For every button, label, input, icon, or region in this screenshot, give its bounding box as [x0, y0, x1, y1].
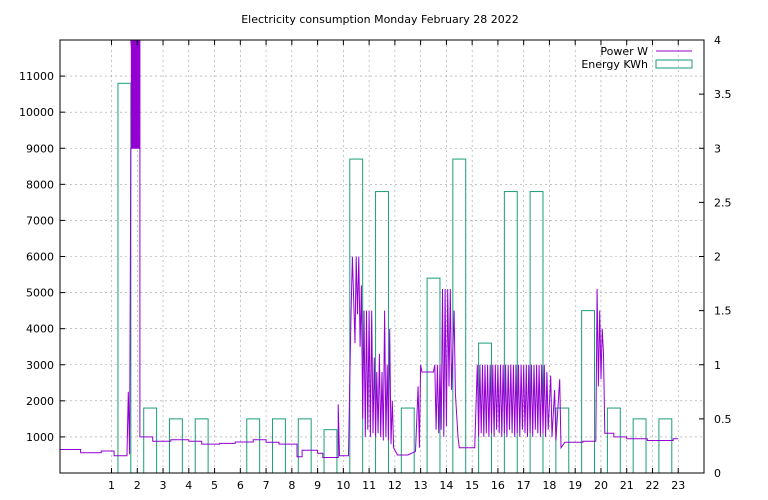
legend: Power W Energy KWh [581, 45, 693, 71]
y-right-tick-label: 0 [714, 467, 721, 480]
y-left-tick-label: 1000 [26, 431, 54, 444]
y-left-tick-label: 8000 [26, 178, 54, 191]
y-left-tick-label: 10000 [19, 106, 54, 119]
x-tick-label: 7 [263, 479, 270, 492]
grid-lines [60, 40, 704, 473]
y-right-tick-label: 2 [714, 251, 721, 264]
y-left-tick-label: 7000 [26, 214, 54, 227]
legend-energy-label: Energy KWh [581, 58, 648, 71]
x-tick-label: 13 [414, 479, 428, 492]
y-left-tick-label: 4000 [26, 323, 54, 336]
x-tick-label: 11 [362, 479, 376, 492]
x-tick-label: 22 [645, 479, 659, 492]
x-tick-label: 19 [568, 479, 582, 492]
x-tick-label: 14 [439, 479, 453, 492]
x-tick-label: 9 [314, 479, 321, 492]
y-right-tick-label: 3.5 [714, 88, 732, 101]
y-right-tick-label: 0.5 [714, 413, 732, 426]
legend-power-label: Power W [600, 45, 648, 58]
x-tick-label: 12 [388, 479, 402, 492]
y-axis-left: 1000 2000 3000 4000 5000 6000 7000 8000 9000 1000… [19, 70, 65, 444]
y-left-tick-label: 3000 [26, 359, 54, 372]
x-tick-label: 20 [594, 479, 608, 492]
x-tick-label: 5 [211, 479, 218, 492]
legend-energy-swatch [655, 59, 693, 69]
x-tick-label: 18 [542, 479, 556, 492]
power-line [60, 39, 679, 458]
y-right-tick-label: 1.5 [714, 305, 732, 318]
y-left-tick-label: 9000 [26, 142, 54, 155]
x-tick-label: 1 [108, 479, 115, 492]
y-right-tick-label: 4 [714, 34, 721, 47]
y-left-tick-label: 5000 [26, 287, 54, 300]
x-tick-label: 10 [336, 479, 350, 492]
x-tick-label: 4 [185, 479, 192, 492]
x-axis: 1 2 3 4 5 6 7 8 9 10 11 12 13 14 15 16 17 18 19 20 21 22 23 [108, 40, 685, 492]
x-tick-label: 6 [237, 479, 244, 492]
y-left-tick-label: 6000 [26, 251, 54, 264]
y-right-tick-label: 3 [714, 142, 721, 155]
power-series [60, 39, 679, 458]
x-tick-label: 15 [465, 479, 479, 492]
x-tick-label: 17 [517, 479, 531, 492]
power-spike-fill [130, 40, 140, 149]
chart-title: Electricity consumption Monday February … [241, 13, 519, 26]
x-tick-label: 2 [134, 479, 141, 492]
x-tick-label: 3 [160, 479, 167, 492]
x-tick-label: 23 [671, 479, 685, 492]
y-left-tick-label: 11000 [19, 70, 54, 83]
x-tick-label: 21 [620, 479, 634, 492]
y-right-tick-label: 2.5 [714, 196, 732, 209]
y-axis-right: 0 0.5 1 1.5 2 2.5 3 3.5 4 [699, 34, 732, 480]
y-left-tick-label: 2000 [26, 395, 54, 408]
y-right-tick-label: 1 [714, 359, 721, 372]
x-tick-label: 16 [491, 479, 505, 492]
x-tick-label: 8 [288, 479, 295, 492]
